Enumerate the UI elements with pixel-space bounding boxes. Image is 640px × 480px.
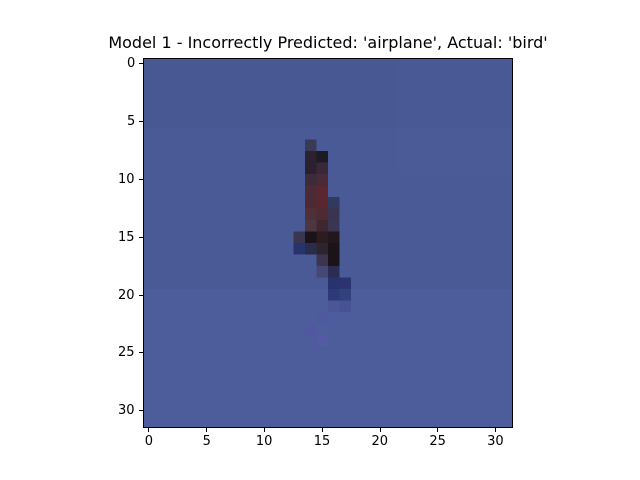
bird-pixel: [305, 208, 317, 221]
x-tick-label: 0: [144, 434, 154, 449]
x-tick: [321, 428, 323, 432]
bird-pixel: [305, 243, 317, 255]
sky-shade: [397, 59, 512, 174]
bird-pixel: [339, 289, 352, 301]
y-tick-label: 5: [127, 114, 136, 130]
y-tick: [139, 236, 143, 238]
bird-pixel: [305, 162, 317, 175]
bird-pixel: [305, 220, 317, 232]
x-tick-label: 25: [429, 434, 446, 449]
y-tick-label: 25: [118, 345, 135, 361]
x-tick: [206, 428, 208, 432]
figure-title: Model 1 - Incorrectly Predicted: 'airpla…: [108, 33, 548, 52]
bird-pixel: [316, 231, 329, 244]
bird-pixel: [316, 220, 329, 232]
bird-pixel: [316, 312, 329, 324]
y-tick: [139, 294, 143, 296]
x-tick: [437, 428, 439, 432]
bird-pixel: [316, 335, 329, 347]
x-tick: [263, 428, 265, 432]
y-tick-label: 0: [127, 56, 136, 72]
bird-pixel: [293, 243, 306, 255]
bird-pixel: [328, 312, 340, 324]
x-tick: [379, 428, 381, 432]
image-axes: [143, 58, 513, 428]
y-tick: [139, 410, 143, 412]
x-tick-label: 5: [202, 434, 211, 449]
bird-pixel: [293, 231, 306, 244]
y-tick: [139, 63, 143, 65]
bird-pixel: [328, 197, 340, 209]
bird-pixel: [305, 231, 317, 244]
y-tick-label: 10: [118, 171, 135, 187]
y-tick: [139, 121, 143, 123]
bird-pixel: [316, 162, 329, 175]
bird-pixel: [328, 231, 340, 244]
y-tick: [139, 178, 143, 180]
bird-pixel: [316, 266, 329, 278]
y-tick-label: 30: [118, 403, 135, 419]
bird-pixel: [316, 254, 329, 267]
y-tick: [139, 352, 143, 354]
bird-pixel: [328, 208, 340, 221]
bird-pixel: [316, 243, 329, 255]
sky-shade: [144, 59, 512, 128]
bird-pixel: [339, 300, 352, 313]
x-tick-label: 15: [313, 434, 331, 449]
x-tick: [495, 428, 497, 432]
bird-pixel: [328, 277, 340, 290]
bird-pixel: [328, 300, 340, 313]
bird-pixel: [328, 289, 340, 301]
bird-pixel: [328, 266, 340, 278]
x-tick: [148, 428, 150, 432]
bird-pixel: [328, 243, 340, 255]
bird-pixel: [328, 254, 340, 267]
bird-pixel: [305, 139, 317, 152]
bird-pixel: [316, 208, 329, 221]
bird-pixel: [339, 277, 352, 290]
bird-pixel: [305, 197, 317, 209]
bird-pixel: [328, 220, 340, 232]
x-tick-label: 30: [487, 434, 504, 449]
bird-pixel: [316, 151, 329, 163]
x-tick-label: 10: [255, 434, 273, 449]
image-pixels: [144, 59, 512, 427]
x-tick-label: 20: [371, 434, 389, 449]
bird-pixel: [316, 185, 329, 198]
bird-pixel: [305, 151, 317, 163]
bird-pixel: [305, 323, 317, 336]
y-tick-label: 20: [118, 287, 135, 303]
bird-pixel: [305, 185, 317, 198]
bird-pixel: [305, 174, 317, 186]
bird-pixel: [316, 174, 329, 186]
y-tick-label: 15: [118, 229, 135, 245]
bird-pixel: [316, 197, 329, 209]
